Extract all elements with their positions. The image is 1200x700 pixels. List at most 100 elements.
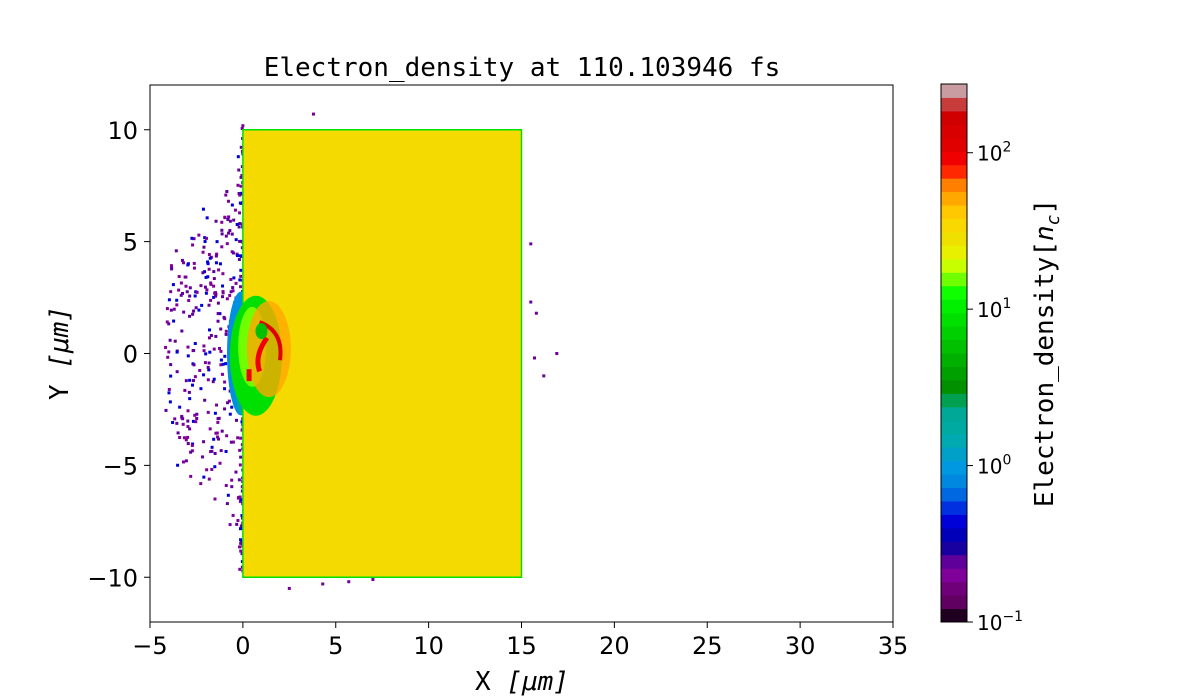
density-speck (192, 309, 196, 313)
density-speck (214, 254, 218, 258)
density-speck (197, 233, 201, 237)
density-speck (178, 435, 182, 439)
density-speck (194, 306, 198, 310)
y-tick-label: −5 (103, 452, 138, 480)
x-axis-label: X [μm] (475, 667, 569, 697)
density-speck (209, 281, 213, 285)
density-speck (218, 262, 222, 266)
density-speck (205, 468, 209, 472)
density-speck (533, 356, 537, 360)
density-speck (180, 329, 184, 333)
density-speck (186, 409, 190, 413)
density-speck (199, 482, 203, 486)
density-speck (191, 379, 195, 383)
x-tick-label: 30 (785, 632, 816, 660)
density-speck (198, 368, 202, 372)
density-speck (177, 275, 181, 279)
density-speck (220, 245, 224, 249)
density-speck (235, 522, 239, 526)
density-speck (229, 440, 233, 444)
density-speck (238, 211, 242, 215)
density-speck (235, 418, 239, 422)
density-speck (181, 460, 185, 464)
density-speck (238, 527, 242, 531)
density-speck (230, 203, 234, 207)
density-speck (220, 232, 224, 236)
colorbar-segment (941, 554, 967, 569)
colorbar-segment (941, 500, 967, 515)
density-speck (192, 261, 196, 265)
density-speck (178, 405, 182, 409)
density-speck (212, 270, 216, 274)
density-speck (173, 339, 177, 343)
density-speck (226, 401, 230, 405)
colorbar-frame (940, 83, 968, 623)
density-speck (188, 427, 192, 431)
density-speck (205, 216, 209, 220)
density-speck (240, 191, 244, 195)
density-speck (216, 319, 220, 323)
colorbar-segment (941, 151, 967, 166)
density-speck (218, 312, 222, 316)
density-speck (240, 514, 244, 518)
density-speck (215, 431, 219, 435)
density-speck (169, 264, 173, 268)
density-speck (182, 310, 186, 314)
colorbar-tick-label: 100 (977, 453, 1011, 479)
density-speck (194, 420, 198, 424)
density-speck (188, 294, 192, 298)
density-speck (215, 240, 219, 244)
plot-area (164, 112, 559, 590)
density-speck (226, 493, 230, 497)
density-speck (207, 368, 211, 372)
density-speck (230, 478, 234, 482)
density-speck (190, 236, 194, 240)
density-speck (213, 451, 217, 455)
density-speck (204, 236, 208, 240)
colorbar-segment (941, 420, 967, 435)
colorbar-segment (941, 258, 967, 273)
x-tick-label: 15 (506, 632, 537, 660)
density-speck (229, 290, 233, 294)
density-speck (222, 315, 226, 319)
density-speck (180, 258, 184, 262)
density-speck (190, 449, 194, 453)
colorbar-segment (941, 487, 967, 502)
density-speck (209, 333, 213, 337)
colorbar-segment (941, 218, 967, 233)
density-speck (216, 435, 220, 439)
density-speck (195, 416, 199, 420)
density-speck (212, 377, 216, 381)
density-speck (203, 285, 207, 289)
density-speck (236, 436, 240, 440)
density-speck (287, 586, 291, 590)
density-speck (206, 262, 210, 266)
density-speck (169, 290, 173, 294)
density-speck (239, 274, 243, 278)
density-speck (185, 290, 189, 294)
density-speck (228, 293, 232, 297)
density-speck (224, 234, 228, 238)
density-speck (203, 398, 207, 402)
density-speck (205, 288, 209, 292)
density-speck (212, 347, 216, 351)
x-axis: −5 0 5 10 15 20 25 30 35 (132, 622, 908, 660)
density-speck (228, 219, 232, 223)
density-speck (239, 184, 243, 188)
colorbar-segment (941, 581, 967, 596)
colorbar-segment (941, 84, 967, 98)
density-speck (224, 329, 228, 333)
density-speck (238, 193, 242, 197)
density-speck (215, 252, 219, 256)
density-speck (214, 219, 218, 223)
density-speck (238, 567, 242, 571)
colorbar-segment (941, 541, 967, 556)
density-speck (208, 350, 212, 354)
density-speck (168, 400, 172, 404)
density-speck (227, 399, 231, 403)
density-speck (204, 275, 208, 279)
density-speck (227, 231, 231, 235)
x-tick-label: 20 (599, 632, 630, 660)
density-speck (214, 334, 218, 338)
density-speck (241, 124, 245, 128)
